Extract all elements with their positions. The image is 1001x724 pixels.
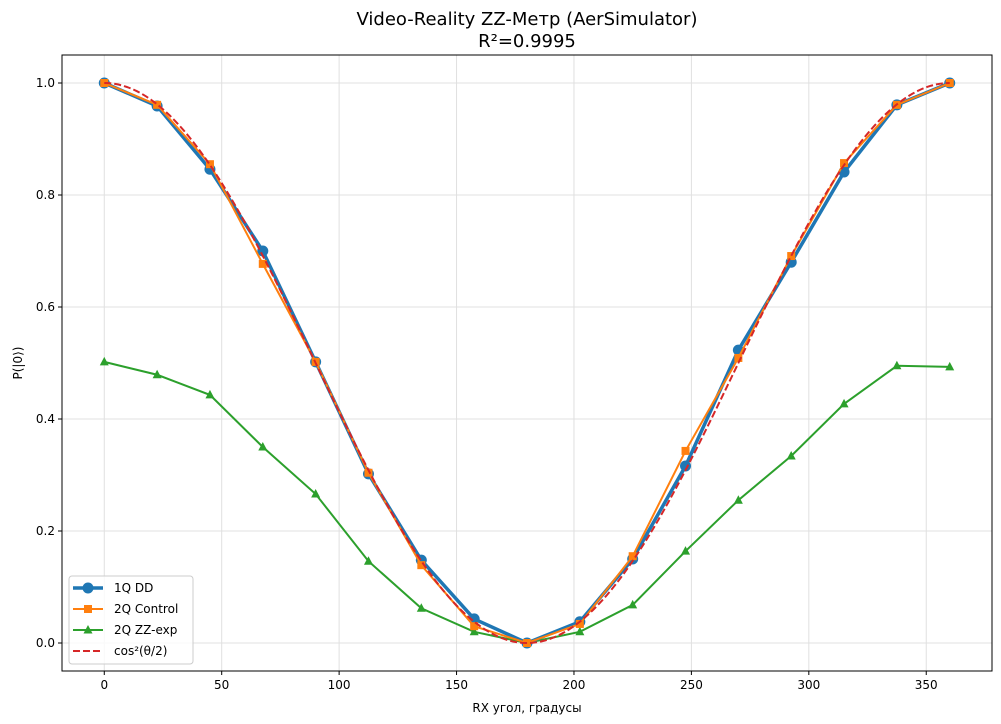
legend-label: cos²(θ/2) bbox=[114, 644, 167, 658]
x-axis-label: RX угол, градусы bbox=[472, 701, 581, 715]
data-point-triangle bbox=[945, 361, 955, 371]
data-point-circle bbox=[257, 245, 269, 257]
x-tick-label: 200 bbox=[563, 678, 586, 692]
y-tick-label: 0.0 bbox=[36, 636, 55, 650]
y-axis-label: P(|0⟩) bbox=[11, 347, 25, 380]
data-point-triangle bbox=[469, 626, 479, 636]
series-line bbox=[103, 82, 951, 645]
legend-label: 2Q ZZ-exp bbox=[114, 623, 177, 637]
series-line bbox=[104, 82, 950, 645]
x-tick-label: 350 bbox=[915, 678, 938, 692]
series-1q-dd bbox=[98, 77, 956, 649]
series-line bbox=[103, 81, 951, 645]
x-tick-label: 0 bbox=[100, 678, 108, 692]
data-point-triangle bbox=[892, 360, 902, 370]
legend-label: 2Q Control bbox=[114, 602, 178, 616]
legend-item: 1Q DD bbox=[73, 581, 153, 595]
data-point-square bbox=[364, 468, 373, 477]
data-point-square bbox=[84, 605, 92, 613]
data-point-triangle bbox=[83, 625, 93, 634]
legend-box bbox=[68, 575, 194, 665]
series-2q-zz-exp bbox=[99, 356, 955, 647]
y-tick-label: 1.0 bbox=[36, 76, 55, 90]
series-layer bbox=[98, 77, 956, 649]
data-point-triangle bbox=[839, 398, 849, 408]
x-tick-label: 50 bbox=[214, 678, 229, 692]
data-point-triangle bbox=[205, 389, 215, 399]
data-point-square bbox=[153, 100, 162, 109]
data-point-triangle bbox=[786, 450, 796, 460]
chart-title: Video-Reality ZZ-Метр (AerSimulator) bbox=[357, 9, 698, 30]
y-tick-label: 0.6 bbox=[36, 300, 55, 314]
data-point-square bbox=[258, 259, 267, 268]
data-point-square bbox=[681, 446, 690, 455]
series-cos-2- bbox=[104, 82, 950, 645]
plot-frame bbox=[61, 54, 993, 672]
data-point-circle bbox=[82, 582, 94, 594]
data-point-triangle bbox=[99, 356, 109, 366]
legend-item: 2Q Control bbox=[73, 602, 178, 616]
x-tick-label: 300 bbox=[797, 678, 820, 692]
series-line bbox=[104, 360, 950, 645]
data-point-triangle bbox=[733, 495, 743, 504]
data-point-square bbox=[628, 552, 637, 561]
data-point-square bbox=[205, 160, 214, 169]
data-point-square bbox=[470, 622, 479, 631]
data-point-triangle bbox=[311, 489, 321, 498]
data-point-square bbox=[787, 252, 796, 261]
data-point-square bbox=[840, 159, 849, 168]
data-point-square bbox=[575, 619, 584, 628]
data-point-circle bbox=[680, 460, 692, 472]
data-point-triangle bbox=[575, 626, 585, 636]
x-tick-label: 250 bbox=[680, 678, 703, 692]
x-tick-label: 150 bbox=[445, 678, 468, 692]
legend-item: 2Q ZZ-exp bbox=[73, 623, 177, 637]
data-point-square bbox=[417, 561, 426, 570]
y-tick-label: 0.8 bbox=[36, 188, 55, 202]
legend-item: cos²(θ/2) bbox=[73, 644, 167, 658]
data-point-square bbox=[734, 353, 743, 362]
y-tick-label: 0.4 bbox=[36, 412, 55, 426]
chart-subtitle: R²=0.9995 bbox=[478, 31, 576, 52]
data-point-triangle bbox=[416, 603, 426, 612]
x-tick-label: 100 bbox=[328, 678, 351, 692]
legend: 1Q DD 2Q Control 2Q ZZ-exp cos²(θ/2) bbox=[68, 575, 194, 665]
series-2q-control bbox=[100, 79, 954, 647]
legend-label: 1Q DD bbox=[114, 581, 153, 595]
grid bbox=[62, 55, 992, 671]
data-point-triangle bbox=[628, 599, 638, 609]
data-point-triangle bbox=[363, 556, 373, 565]
data-point-triangle bbox=[258, 442, 268, 451]
data-point-triangle bbox=[152, 369, 162, 379]
ticks: 0 50 100 150 200 250 300 350 0.0 0.2 0.4 0.6 0.8 1.0 bbox=[36, 76, 938, 692]
y-tick-label: 0.2 bbox=[36, 524, 55, 538]
data-point-triangle bbox=[681, 546, 691, 555]
